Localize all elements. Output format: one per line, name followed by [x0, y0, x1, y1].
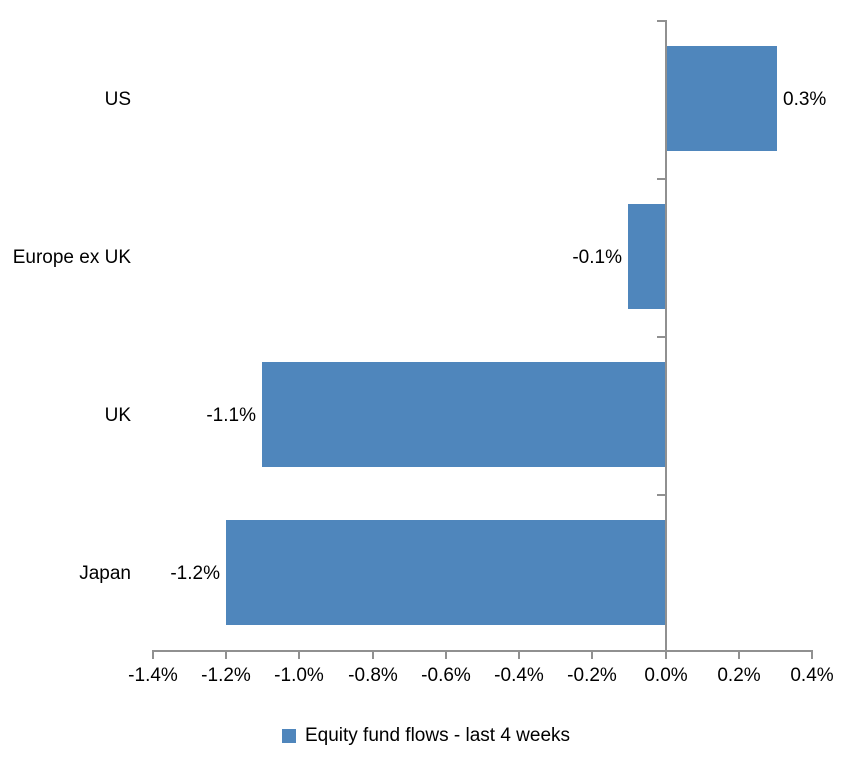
- x-axis-tick: [445, 652, 447, 659]
- x-axis-tick-label: -1.0%: [274, 665, 324, 686]
- bar: [226, 520, 665, 625]
- x-axis-tick-label: -0.4%: [494, 665, 544, 686]
- x-axis-tick-label: 0.0%: [644, 665, 688, 686]
- y-axis-line: [665, 20, 667, 659]
- x-axis-tick: [225, 652, 227, 659]
- x-axis-tick-label: 0.4%: [790, 665, 834, 686]
- x-axis-tick-label: -1.2%: [201, 665, 251, 686]
- x-axis-tick: [591, 652, 593, 659]
- legend-marker-icon: [281, 729, 296, 743]
- x-axis-tick-label: -1.4%: [128, 665, 178, 686]
- x-axis-tick: [665, 652, 667, 659]
- value-label: -0.1%: [572, 246, 622, 268]
- value-label: 0.3%: [783, 88, 827, 110]
- x-axis-line: [152, 650, 813, 652]
- y-axis-tick: [657, 20, 665, 22]
- x-axis-tick-label: 0.2%: [717, 665, 761, 686]
- legend-label: Equity fund flows - last 4 weeks: [304, 725, 571, 746]
- category-label: Japan: [79, 562, 131, 584]
- y-axis-tick: [657, 494, 665, 496]
- x-axis-tick: [298, 652, 300, 659]
- bar: [262, 362, 665, 467]
- bar: [667, 46, 777, 151]
- value-label: -1.1%: [206, 404, 256, 426]
- category-label: UK: [104, 404, 131, 426]
- x-axis-tick-label: -0.6%: [421, 665, 471, 686]
- bar: [628, 204, 665, 309]
- category-label: Europe ex UK: [12, 246, 131, 268]
- y-axis-tick: [657, 178, 665, 180]
- x-axis-tick: [811, 652, 813, 659]
- category-label: US: [104, 88, 131, 110]
- x-axis-tick-label: -0.2%: [567, 665, 617, 686]
- x-axis-tick: [738, 652, 740, 659]
- x-axis-tick: [372, 652, 374, 659]
- y-axis-tick: [657, 336, 665, 338]
- x-axis-tick: [518, 652, 520, 659]
- value-label: -1.2%: [170, 562, 220, 584]
- x-axis-tick: [152, 652, 154, 659]
- x-axis-tick-label: -0.8%: [348, 665, 398, 686]
- legend: Equity fund flows - last 4 weeks: [0, 723, 852, 749]
